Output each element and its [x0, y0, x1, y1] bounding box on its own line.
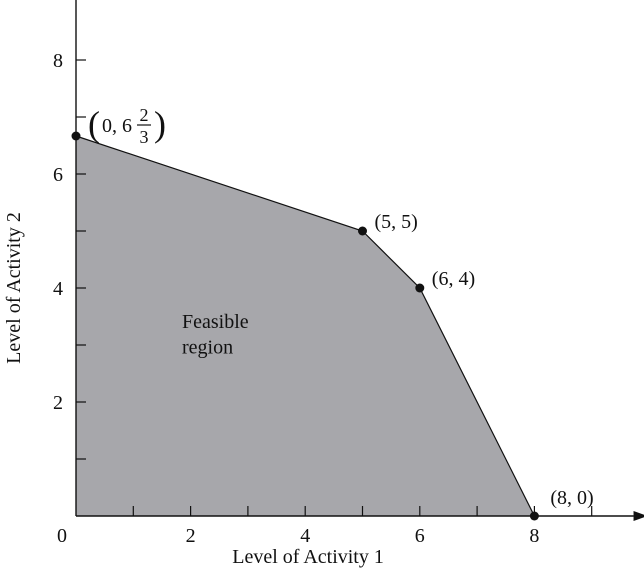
axis-tick-labels: 0 2 4 6 8 2 4 6 8: [53, 50, 539, 547]
svg-text:2: 2: [140, 105, 149, 125]
corner-point: [529, 511, 539, 521]
x-axis-arrow-icon: [633, 511, 644, 521]
svg-text:0, 6: 0, 6: [102, 115, 132, 137]
y-tick-label: 2: [53, 392, 63, 414]
x-tick-label: 8: [529, 525, 539, 547]
y-tick-label: 6: [53, 164, 63, 186]
x-tick-label: 0: [57, 525, 67, 547]
x-tick-label: 6: [415, 525, 425, 547]
boundary-line: [75, 135, 535, 517]
corner-point: [415, 283, 425, 293]
svg-text:3: 3: [140, 127, 149, 147]
y-axis-label: Level of Activity 2: [3, 212, 25, 364]
corner-point: [71, 131, 81, 141]
x-tick-label: 4: [300, 525, 310, 547]
y-tick-label: 4: [53, 278, 63, 300]
x-tick-label: 2: [186, 525, 196, 547]
corner-point-label: (6, 4): [432, 268, 475, 290]
region-label-line-1: Feasible: [182, 311, 249, 333]
region-label-line-2: region: [182, 337, 233, 359]
svg-text:(: (: [88, 104, 100, 144]
corner-point-label: (5, 5): [375, 211, 418, 233]
corner-point-labels: (0, 6 23) (5, 5) (6, 4) (8, 0): [88, 104, 594, 509]
corner-point-label: (8, 0): [550, 487, 593, 509]
corner-points: [71, 131, 539, 521]
svg-text:): ): [154, 104, 166, 144]
x-axis-label: Level of Activity 1: [232, 546, 384, 568]
corner-point: [358, 226, 367, 236]
feasible-region: [76, 135, 535, 516]
y-tick-label: 8: [53, 50, 63, 72]
corner-point-label: (0, 6 23): [88, 104, 166, 147]
